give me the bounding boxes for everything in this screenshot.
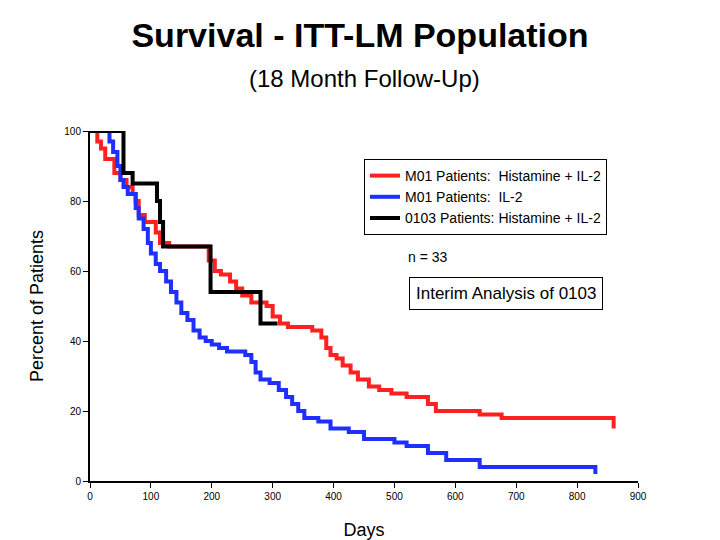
- svg-text:700: 700: [508, 491, 525, 502]
- svg-text:600: 600: [447, 491, 464, 502]
- svg-text:300: 300: [264, 491, 281, 502]
- svg-text:400: 400: [325, 491, 342, 502]
- svg-text:Interim Analysis of 0103: Interim Analysis of 0103: [416, 284, 596, 303]
- svg-text:0: 0: [75, 476, 81, 487]
- svg-text:0103 Patients: Histamine + IL-: 0103 Patients: Histamine + IL-2: [405, 210, 601, 226]
- svg-text:200: 200: [203, 491, 220, 502]
- svg-text:100: 100: [64, 126, 81, 137]
- svg-text:M01 Patients: Histamine + IL-: M01 Patients: Histamine + IL-2: [405, 168, 601, 184]
- svg-text:40: 40: [70, 336, 82, 347]
- svg-text:Days: Days: [343, 520, 384, 540]
- svg-text:100: 100: [143, 491, 160, 502]
- svg-text:Percent of Patients: Percent of Patients: [27, 230, 47, 382]
- svg-text:M01 Patients: IL-2: M01 Patients: IL-2: [405, 189, 523, 205]
- svg-text:20: 20: [70, 406, 82, 417]
- svg-text:80: 80: [70, 196, 82, 207]
- svg-text:(18 Month Follow-Up): (18 Month Follow-Up): [249, 65, 480, 92]
- svg-text:0: 0: [87, 491, 93, 502]
- svg-text:60: 60: [70, 266, 82, 277]
- svg-text:n = 33: n = 33: [408, 249, 448, 265]
- svg-text:900: 900: [630, 491, 647, 502]
- svg-text:500: 500: [386, 491, 403, 502]
- svg-text:800: 800: [569, 491, 586, 502]
- svg-text:Survival - ITT-LM Population: Survival - ITT-LM Population: [131, 16, 588, 54]
